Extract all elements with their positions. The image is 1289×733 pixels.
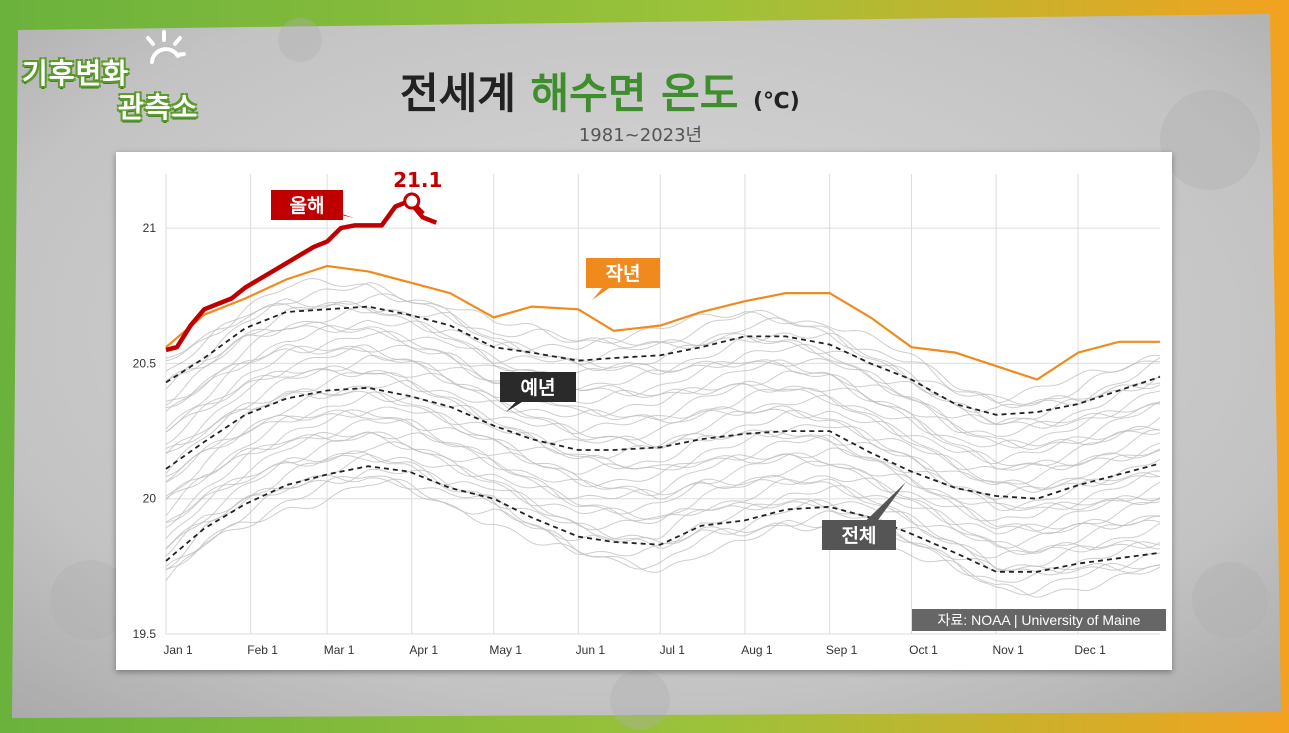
year-line-6 [165, 454, 1161, 559]
logo-line-2: 관측소 [118, 91, 199, 124]
sst-line-chart: 19.5 20 20.5 21 Jan 1 Feb 1 Mar 1 Apr 1 May 1 Jun… [133, 168, 1161, 657]
x-tick-label: Sep 1 [826, 643, 858, 657]
year-line-16 [165, 386, 1161, 511]
source-caption: 자료: NOAA | University of Maine [912, 609, 1166, 631]
year-line-12 [165, 409, 1161, 532]
tag-last-year: 작년 [586, 258, 660, 300]
year-line-24 [165, 345, 1161, 465]
tag-all-years-label: 전체 [842, 525, 877, 547]
year-line-1 [165, 475, 1161, 596]
year-line-26 [165, 330, 1161, 450]
year-line-4 [165, 453, 1161, 576]
page-title: 전세계 해수면 온도 (℃) [400, 60, 800, 121]
tag-all-years: 전체 [822, 482, 906, 550]
series-band-line [165, 465, 1161, 573]
x-tick-label: Feb 1 [247, 643, 278, 657]
peak-marker [403, 192, 421, 210]
year-line-18 [165, 379, 1161, 491]
x-tick-label: Jul 1 [660, 643, 686, 657]
tag-last-year-label: 작년 [606, 263, 641, 285]
x-tick-label: Nov 1 [992, 643, 1024, 657]
year-line-28 [165, 321, 1161, 437]
x-tick-label: Dec 1 [1074, 643, 1106, 657]
year-line-22 [165, 354, 1161, 471]
tag-normal: 예년 [500, 372, 576, 412]
peak-marker-tail [415, 204, 425, 215]
tag-normal-label: 예년 [521, 377, 556, 399]
x-tick-label: Apr 1 [409, 643, 438, 657]
tag-all-years-box [822, 520, 896, 550]
x-tick-label: Mar 1 [324, 643, 355, 657]
year-line-14 [165, 406, 1161, 511]
year-line-11 [165, 418, 1161, 535]
series-normal-line [165, 386, 1161, 500]
year-line-8 [165, 431, 1161, 556]
year-line-27 [165, 325, 1161, 449]
tag-this-year-box [271, 190, 343, 220]
year-line-15 [165, 391, 1161, 512]
year-line-33 [165, 293, 1161, 406]
y-tick-label: 21 [143, 221, 157, 235]
year-line-0 [165, 478, 1161, 598]
tag-this-year: 올해 [271, 190, 354, 220]
year-line-7 [165, 441, 1161, 553]
title-unit: (℃) [753, 89, 800, 114]
title-highlight: 해수면 온도 [530, 69, 739, 118]
year-line-31 [165, 300, 1161, 425]
y-tick-label: 19.5 [133, 627, 157, 641]
x-tick-label: Jan 1 [163, 643, 193, 657]
series-last-year-line [165, 264, 1160, 381]
x-tick-label: Oct 1 [909, 643, 938, 657]
year-line-35 [165, 277, 1161, 403]
x-tick-label: Jun 1 [576, 643, 606, 657]
series-band-line [165, 305, 1161, 416]
year-line-19 [165, 372, 1161, 494]
logo-line-1: 기후변화 [22, 57, 130, 90]
year-line-25 [165, 344, 1161, 448]
sun-icon [146, 30, 186, 64]
year-line-29 [165, 319, 1161, 427]
series-this-year-line [165, 198, 438, 353]
year-line-34 [165, 282, 1161, 409]
year-line-9 [165, 431, 1161, 549]
subtitle: 1981~2023년 [578, 125, 703, 146]
year-line-20 [165, 365, 1161, 485]
year-line-23 [165, 344, 1161, 470]
year-line-10 [165, 431, 1161, 535]
year-line-13 [165, 409, 1161, 522]
subtitle-container: 1981~2023년 [0, 121, 1289, 147]
chart-panel: 19.5 20 20.5 21 Jan 1 Feb 1 Mar 1 Apr 1 May 1 Jun… [116, 152, 1172, 670]
x-tick-label: Aug 1 [741, 643, 773, 657]
tag-last-year-box [586, 258, 660, 288]
y-tick-label: 20 [143, 492, 157, 506]
x-tick-label: May 1 [489, 643, 522, 657]
peak-label: 21.1 [393, 168, 442, 192]
y-tick-label: 20.5 [133, 356, 157, 370]
tag-normal-box [500, 372, 576, 402]
tag-this-year-label: 올해 [290, 195, 325, 217]
title-part-1: 전세계 [400, 69, 516, 118]
